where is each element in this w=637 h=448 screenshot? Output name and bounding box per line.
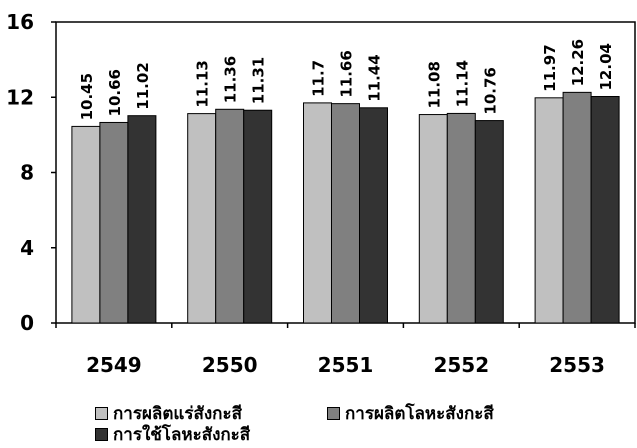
bar xyxy=(187,113,217,324)
bar xyxy=(331,103,360,324)
data-label: 11.36 xyxy=(222,56,240,103)
legend-item-series-1: การผลิตแร่สังกะสี xyxy=(95,400,242,427)
x-tick-label: 2549 xyxy=(86,353,142,377)
bar xyxy=(562,91,592,324)
x-tick-label: 2553 xyxy=(549,353,605,377)
data-label: 12.26 xyxy=(569,39,587,86)
legend-item-series-3: การใช้โลหะสังกะสี xyxy=(95,421,250,448)
bar xyxy=(243,109,273,324)
bars-group xyxy=(71,91,620,324)
bar xyxy=(127,115,157,324)
bar xyxy=(534,97,564,324)
y-tick-label: 12 xyxy=(6,85,34,109)
bar xyxy=(418,114,448,324)
legend-swatch-series-3 xyxy=(95,428,108,441)
legend-label-series-1: การผลิตแร่สังกะสี xyxy=(113,404,242,424)
bar xyxy=(590,95,620,324)
y-tick-label: 8 xyxy=(20,161,34,185)
data-label: 11.13 xyxy=(194,60,212,107)
legend-swatch-series-1 xyxy=(95,407,108,420)
legend-item-series-2: การผลิตโลหะสังกะสี xyxy=(327,400,494,427)
data-label: 11.14 xyxy=(453,60,471,107)
legend-swatch-series-2 xyxy=(327,407,340,420)
data-label: 10.76 xyxy=(481,67,499,114)
bar-chart: 10.45 10.66 11.02 11.13 11.36 11.31 11.7 11.66 1… xyxy=(6,10,636,377)
data-label: 10.45 xyxy=(78,73,96,120)
data-label: 11.02 xyxy=(134,62,152,109)
bar xyxy=(303,102,332,324)
x-axis: 2549 2550 2551 2552 2553 xyxy=(55,323,636,377)
data-label: 11.31 xyxy=(250,57,268,104)
bar xyxy=(446,112,476,324)
bar xyxy=(359,107,388,324)
legend: การผลิตแร่สังกะสี การผลิตโลหะสังกะสี การ… xyxy=(95,398,635,445)
data-label: 12.04 xyxy=(597,43,615,90)
bar xyxy=(99,121,129,324)
bar xyxy=(474,120,504,324)
y-tick-label: 4 xyxy=(20,236,34,260)
data-label: 11.66 xyxy=(338,50,356,97)
bar xyxy=(215,108,245,324)
legend-label-series-2: การผลิตโลหะสังกะสี xyxy=(345,404,494,424)
value-labels-group: 10.45 10.66 11.02 11.13 11.36 11.31 11.7 11.66 1… xyxy=(78,39,615,121)
y-tick-label: 0 xyxy=(20,311,34,335)
y-tick-label: 16 xyxy=(6,10,34,34)
x-tick-label: 2551 xyxy=(318,353,374,377)
x-tick-label: 2550 xyxy=(202,353,258,377)
data-label: 11.7 xyxy=(310,60,328,97)
data-label: 11.97 xyxy=(541,44,559,91)
bar xyxy=(71,125,101,324)
data-label: 10.66 xyxy=(106,69,124,116)
legend-label-series-3: การใช้โลหะสังกะสี xyxy=(113,425,251,445)
x-tick-label: 2552 xyxy=(433,353,489,377)
y-axis: 0 4 8 12 16 xyxy=(6,10,56,335)
data-label: 11.08 xyxy=(425,61,443,108)
data-label: 11.44 xyxy=(366,54,384,101)
